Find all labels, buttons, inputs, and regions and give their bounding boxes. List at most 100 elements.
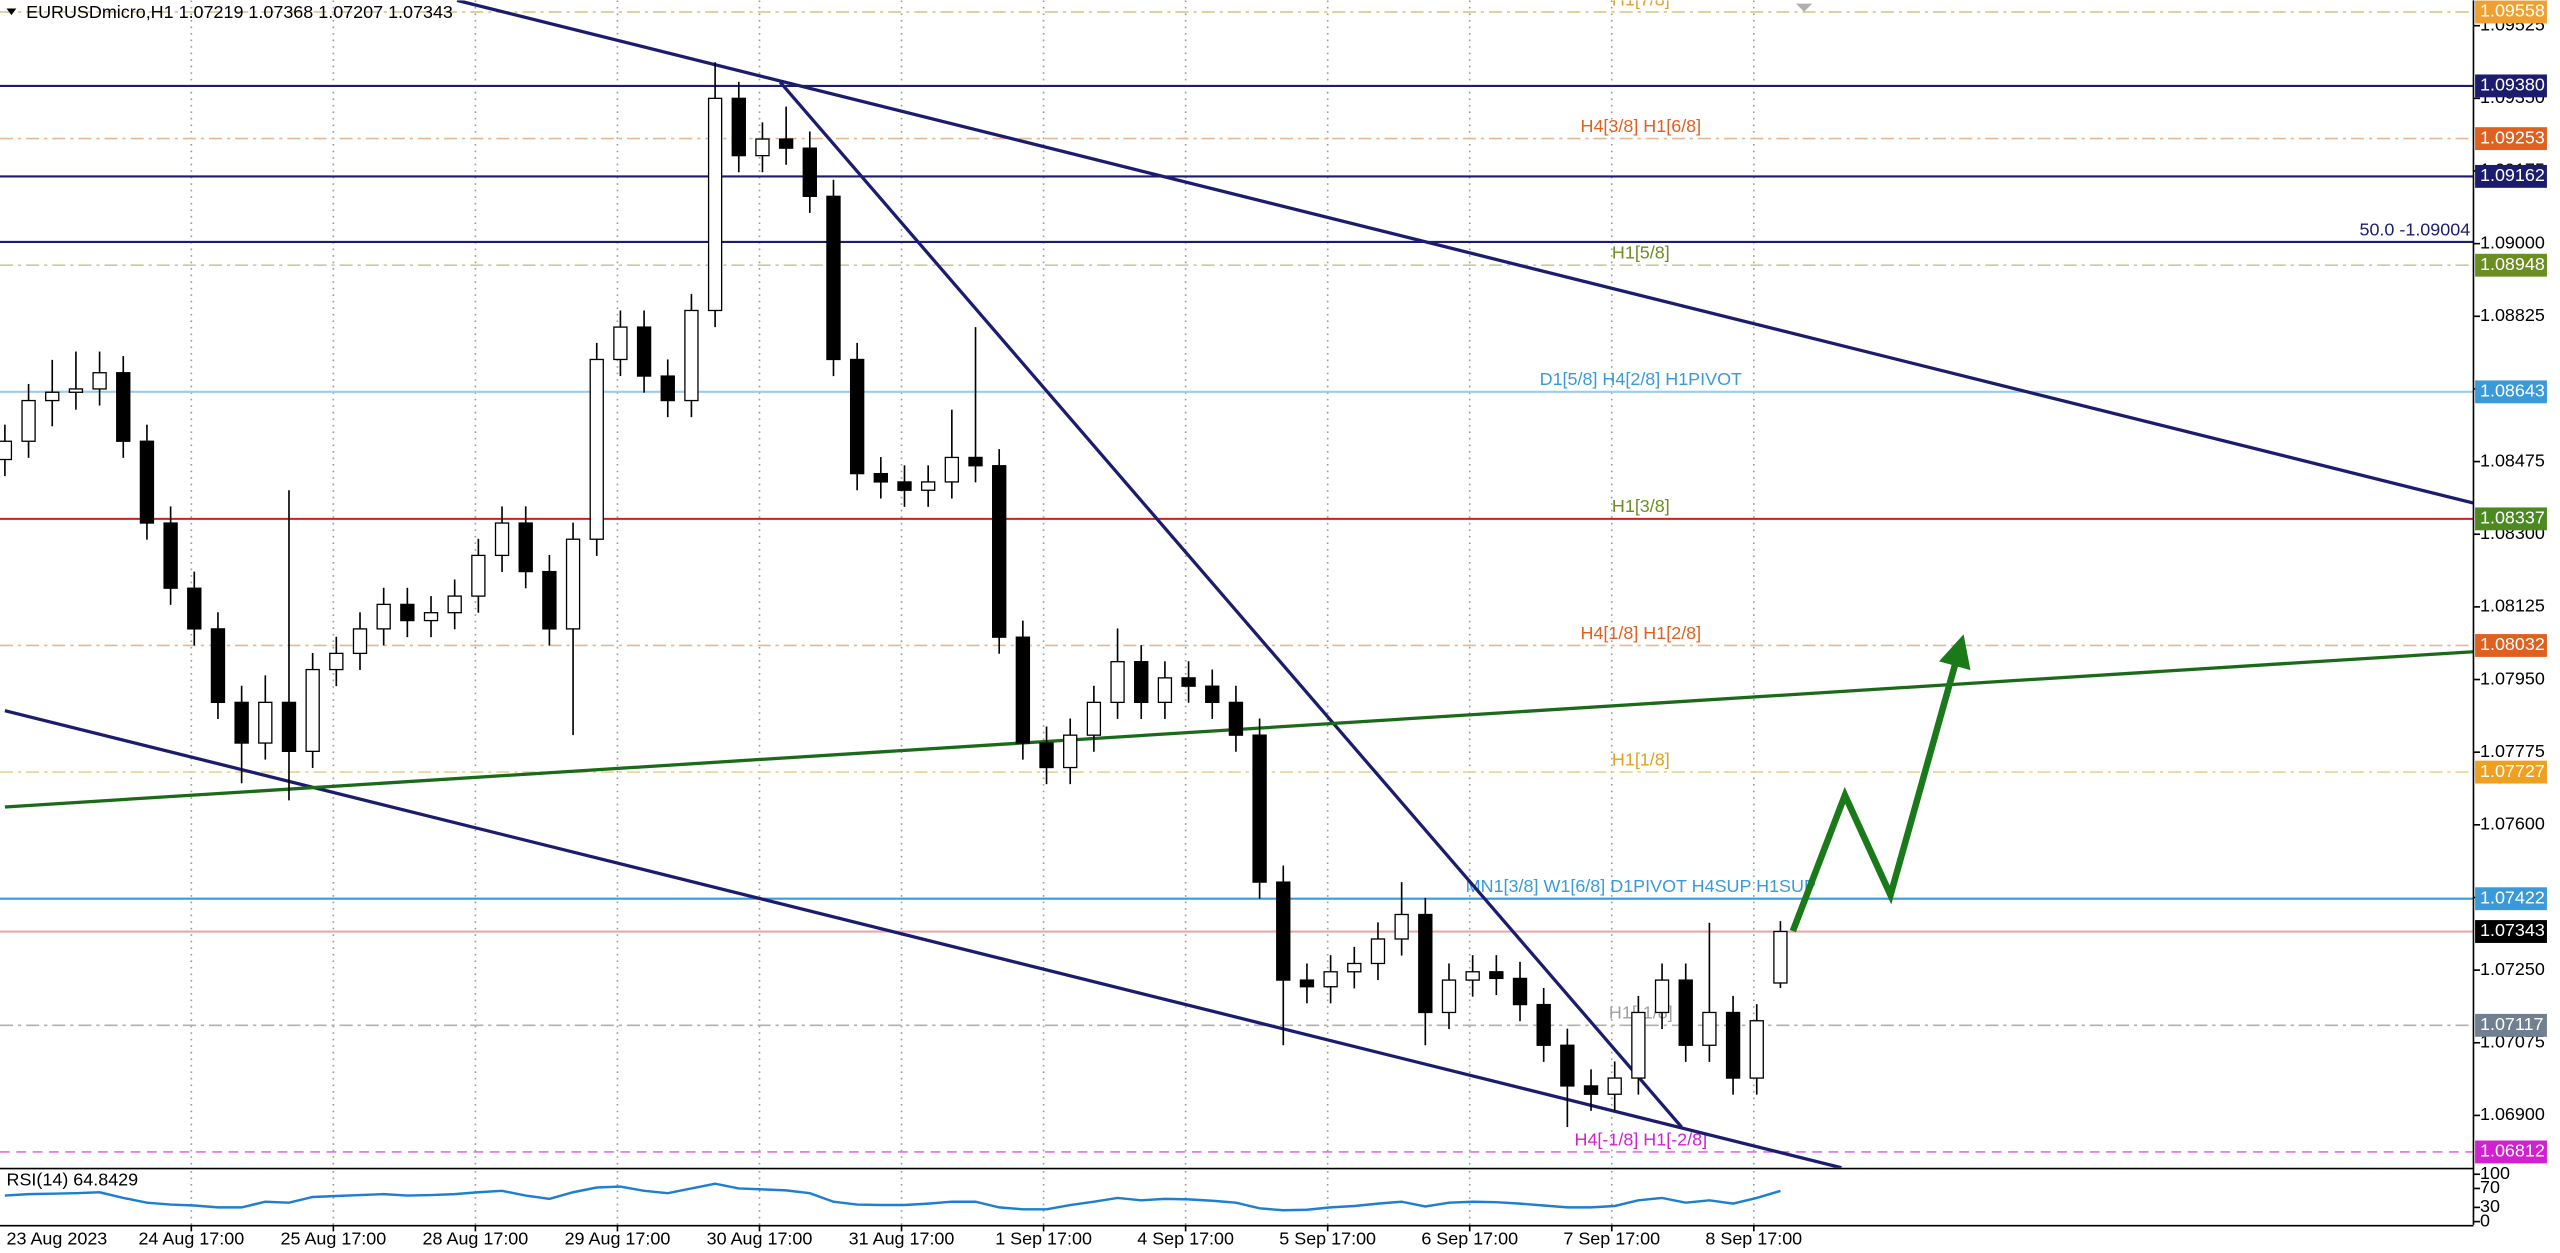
candle-body (1370, 938, 1386, 965)
candle-body (684, 309, 699, 402)
menu-icon[interactable] (6, 8, 17, 16)
y-tick-label: 30 (2480, 1196, 2500, 1216)
price-tag-label: 1.09558 (2480, 1, 2545, 21)
candle-body (992, 465, 1007, 638)
price-tag (2475, 507, 2547, 531)
x-tick-label: 23 Aug 2023 (7, 1228, 108, 1248)
x-tick-label: 29 Aug 17:00 (565, 1228, 671, 1248)
x-tick-label: 28 Aug 17:00 (423, 1228, 529, 1248)
shift-marker (1795, 3, 1813, 12)
candle-body (0, 440, 13, 461)
price-tag (2475, 887, 2547, 911)
price-tag-label: 1.07727 (2480, 761, 2545, 781)
symbol-title: EURUSDmicro,H1 1.07219 1.07368 1.07207 1… (26, 2, 453, 22)
candle-body (1678, 979, 1693, 1046)
candle-body (187, 587, 202, 630)
candle-body (518, 522, 533, 573)
y-tick-label: 1.08125 (2480, 596, 2545, 616)
level-label: 50.0 -1.09004 (2359, 219, 2470, 239)
candle-body (471, 554, 486, 597)
axes: 23 Aug 2023 24 Aug 17:00 25 Aug 17:00 28 Au… (7, 0, 2547, 1248)
candle-body (68, 388, 84, 393)
candle-body (1489, 971, 1504, 980)
candle-body (1702, 1011, 1717, 1046)
candle-body (1205, 685, 1220, 704)
candle-body (1583, 1085, 1599, 1095)
candle-body (1536, 1003, 1551, 1046)
candle-body (1773, 930, 1788, 984)
level-label: H1[7/8] (1612, 0, 1670, 9)
candle-body (1465, 971, 1480, 981)
y-tick-label: 100 (2480, 1163, 2510, 1183)
trendline (456, 0, 2474, 505)
candle-body (163, 522, 178, 589)
candle-body (731, 97, 746, 157)
y-tick-label: 1.07950 (2480, 668, 2545, 688)
candle-body (826, 195, 841, 361)
candle-body (1441, 979, 1457, 1014)
candle-body (968, 456, 983, 467)
candle-body (281, 701, 297, 753)
candle-body (636, 326, 652, 377)
candle-body (1276, 881, 1291, 981)
candle-body (707, 97, 723, 312)
candle-body (234, 701, 249, 744)
candle-body (1347, 962, 1362, 973)
price-tag-label: 1.07117 (2480, 1014, 2544, 1034)
price-tag-label: 1.07422 (2480, 887, 2545, 907)
price-tag (2475, 253, 2547, 277)
rsi-line (4, 1182, 1781, 1212)
candle-body (542, 570, 557, 630)
y-tick-label: 1.06900 (2480, 1104, 2545, 1124)
candle-body (92, 372, 107, 390)
price-tag (2475, 127, 2547, 151)
x-tick-label: 25 Aug 17:00 (281, 1228, 387, 1248)
candle-body (1631, 1011, 1646, 1079)
candle-body (352, 628, 368, 655)
x-tick-label: 8 Sep 17:00 (1705, 1228, 1802, 1248)
price-tag (2475, 920, 2547, 943)
level-label: H4[3/8] H1[6/8] (1580, 116, 1701, 136)
price-tag (2475, 164, 2547, 188)
candle-body (258, 701, 273, 744)
y-tick-label: 1.07250 (2480, 959, 2545, 979)
x-tick-label: 5 Sep 17:00 (1279, 1228, 1376, 1248)
candle-body (116, 372, 131, 442)
price-tag (2475, 1140, 2547, 1164)
x-tick-label: 4 Sep 17:00 (1137, 1228, 1234, 1248)
candle-body (565, 538, 581, 630)
y-tick-label: 1.08825 (2480, 305, 2545, 325)
candle-body (660, 375, 675, 402)
trendline (778, 81, 1683, 1129)
candle-body (1110, 661, 1125, 704)
rsi-panel (4, 1170, 1781, 1225)
candle-body (1512, 977, 1528, 1006)
x-tick-label: 24 Aug 17:00 (138, 1228, 244, 1248)
candle-body (210, 628, 226, 704)
level-label: D1[5/8] H4[2/8] H1PIVOT (1540, 369, 1742, 389)
candle-body (400, 603, 415, 622)
price-tag (2475, 380, 2547, 404)
candle-body (329, 652, 344, 671)
candle-body (1654, 979, 1670, 1014)
price-tag-label: 1.09253 (2480, 127, 2545, 147)
level-label: H1[1/8] (1612, 749, 1670, 769)
price-tag (2475, 760, 2547, 784)
price-tag-label: 1.09380 (2480, 75, 2545, 95)
price-tag (2475, 74, 2547, 98)
candle-body (755, 138, 770, 157)
candle-body (423, 612, 439, 622)
candle-body (21, 399, 36, 442)
rsi-title: RSI(14) 64.8429 (7, 1170, 139, 1190)
candle-body (1134, 661, 1149, 704)
price-tag-label: 1.08337 (2480, 508, 2545, 528)
candle-body (1181, 677, 1196, 687)
candle-body (1015, 636, 1031, 744)
price-tag (2475, 1013, 2547, 1037)
y-tick-label: 1.07600 (2480, 814, 2545, 834)
candle-body (1607, 1077, 1622, 1095)
candle-body (1725, 1011, 1741, 1079)
forecast-arrow (1789, 634, 1971, 933)
